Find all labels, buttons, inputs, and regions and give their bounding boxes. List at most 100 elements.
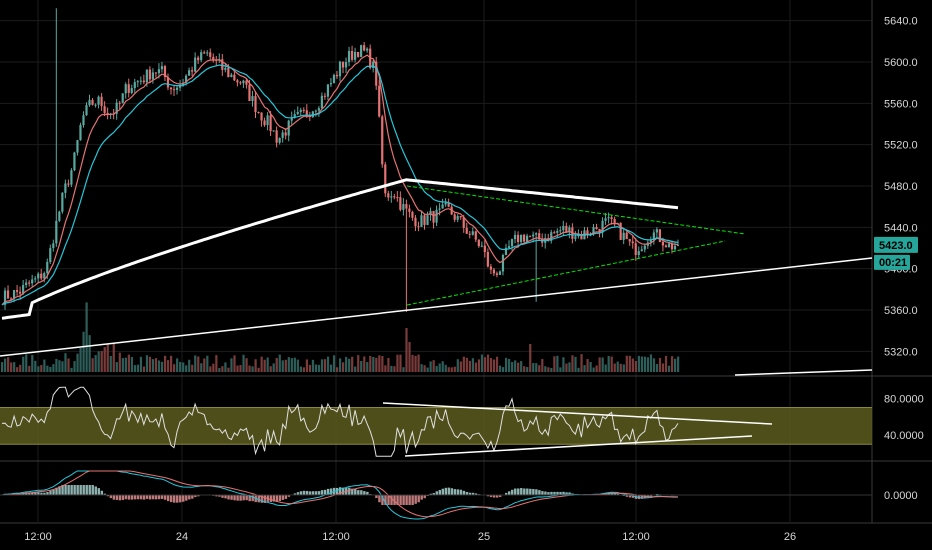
macd-hist-184 <box>556 491 559 495</box>
macd-hist-64 <box>194 495 197 498</box>
volume-bar-140 <box>423 365 426 372</box>
candle-body-76 <box>230 74 233 78</box>
candle-body-1 <box>3 290 7 305</box>
macd-hist-61 <box>185 495 188 501</box>
volume-bar-137 <box>414 355 417 372</box>
rsi-upper-trendline <box>382 402 773 425</box>
macd-hist-170 <box>514 488 517 495</box>
candle-body-21 <box>64 183 67 193</box>
candle-body-42 <box>127 84 130 93</box>
volume-bar-120 <box>363 356 366 372</box>
macd-hist-165 <box>498 495 502 497</box>
volume-bar-176 <box>532 363 535 372</box>
candle-body-3 <box>9 298 13 300</box>
volume-bar-199 <box>601 357 604 372</box>
candle-body-183 <box>553 232 556 234</box>
volume-bar-37 <box>112 342 115 372</box>
macd-hist-15 <box>46 492 49 495</box>
macd-hist-130 <box>393 495 396 505</box>
candle-body-159 <box>480 245 483 247</box>
volume-bar-62 <box>188 359 191 372</box>
macd-hist-73 <box>221 495 224 498</box>
candle-body-206 <box>622 232 625 240</box>
volume-bar-109 <box>329 364 333 372</box>
candle-body-2 <box>6 290 10 299</box>
candle-body-165 <box>498 271 502 275</box>
candle-body-162 <box>489 266 492 270</box>
macd-hist-78 <box>236 495 239 501</box>
volume-bar-177 <box>535 363 538 372</box>
macd-hist-124 <box>375 495 378 499</box>
candle-body-98 <box>296 111 299 115</box>
candle-body-94 <box>284 132 287 136</box>
volume-bar-110 <box>332 355 336 372</box>
volume-bar-101 <box>305 359 309 372</box>
candle-body-131 <box>396 197 399 199</box>
candle-body-70 <box>212 56 215 60</box>
macd-hist-76 <box>230 495 233 500</box>
candle-body-154 <box>465 227 468 234</box>
volume-bar-175 <box>529 344 532 372</box>
macd-hist-93 <box>281 495 285 500</box>
volume-bar-182 <box>550 367 553 372</box>
macd-hist-101 <box>305 491 309 495</box>
volume-bar-168 <box>508 358 511 372</box>
candle-body-209 <box>631 241 634 244</box>
candle-body-40 <box>121 93 124 103</box>
volume-bar-106 <box>320 359 324 372</box>
macd-hist-104 <box>314 491 318 495</box>
volume-bar-8 <box>25 354 28 372</box>
triangle-upper-line <box>406 185 746 235</box>
macd-hist-59 <box>179 495 182 503</box>
macd-signal-line <box>1 470 679 518</box>
candle-body-196 <box>592 227 595 235</box>
volume-bar-57 <box>173 364 176 372</box>
volume-bar-157 <box>474 362 478 372</box>
volume-bar-103 <box>311 359 315 372</box>
volume-bar-132 <box>399 354 402 372</box>
candle-body-144 <box>435 209 438 223</box>
volume-bar-166 <box>501 367 505 372</box>
candle-body-171 <box>516 234 520 242</box>
macd-hist-169 <box>511 489 514 495</box>
volume-bar-154 <box>465 357 468 372</box>
volume-bar-40 <box>121 358 124 372</box>
volume-bar-187 <box>565 363 568 372</box>
candle-body-47 <box>142 80 145 83</box>
candle-body-52 <box>157 69 161 74</box>
volume-bar-181 <box>547 367 550 372</box>
volume-bar-97 <box>293 357 296 372</box>
macd-hist-24 <box>73 485 76 495</box>
macd-hist-161 <box>486 495 490 497</box>
price-tick-4: 5480.0 <box>884 181 918 193</box>
macd-hist-128 <box>387 495 390 505</box>
candle-body-147 <box>444 202 447 205</box>
volume-bar-170 <box>514 360 517 372</box>
volume-bar-193 <box>583 365 586 372</box>
macd-hist-71 <box>215 495 218 497</box>
volume-bar-41 <box>124 357 127 372</box>
candle-body-176 <box>532 234 535 237</box>
candle-body-31 <box>94 104 97 106</box>
macd-hist-95 <box>287 495 291 497</box>
candle-body-105 <box>317 108 320 111</box>
candle-body-127 <box>384 164 387 194</box>
volume-bar-128 <box>387 357 390 372</box>
candle-body-142 <box>429 210 432 216</box>
volume-bar-4 <box>13 362 16 372</box>
volume-bar-171 <box>517 362 520 372</box>
candle-body-167 <box>504 247 508 256</box>
volume-bar-5 <box>16 367 19 372</box>
candle-body-25 <box>76 140 79 153</box>
candle-body-115 <box>347 51 351 62</box>
candle-body-34 <box>103 106 106 113</box>
macd-pane <box>0 470 872 520</box>
macd-hist-183 <box>553 491 556 495</box>
volume-bar-10 <box>31 355 34 372</box>
candle-body-38 <box>115 102 118 114</box>
candle-body-163 <box>492 269 496 274</box>
volume-bar-15 <box>46 365 49 372</box>
candle-body-223 <box>673 245 677 250</box>
candle-body-18 <box>55 220 58 244</box>
